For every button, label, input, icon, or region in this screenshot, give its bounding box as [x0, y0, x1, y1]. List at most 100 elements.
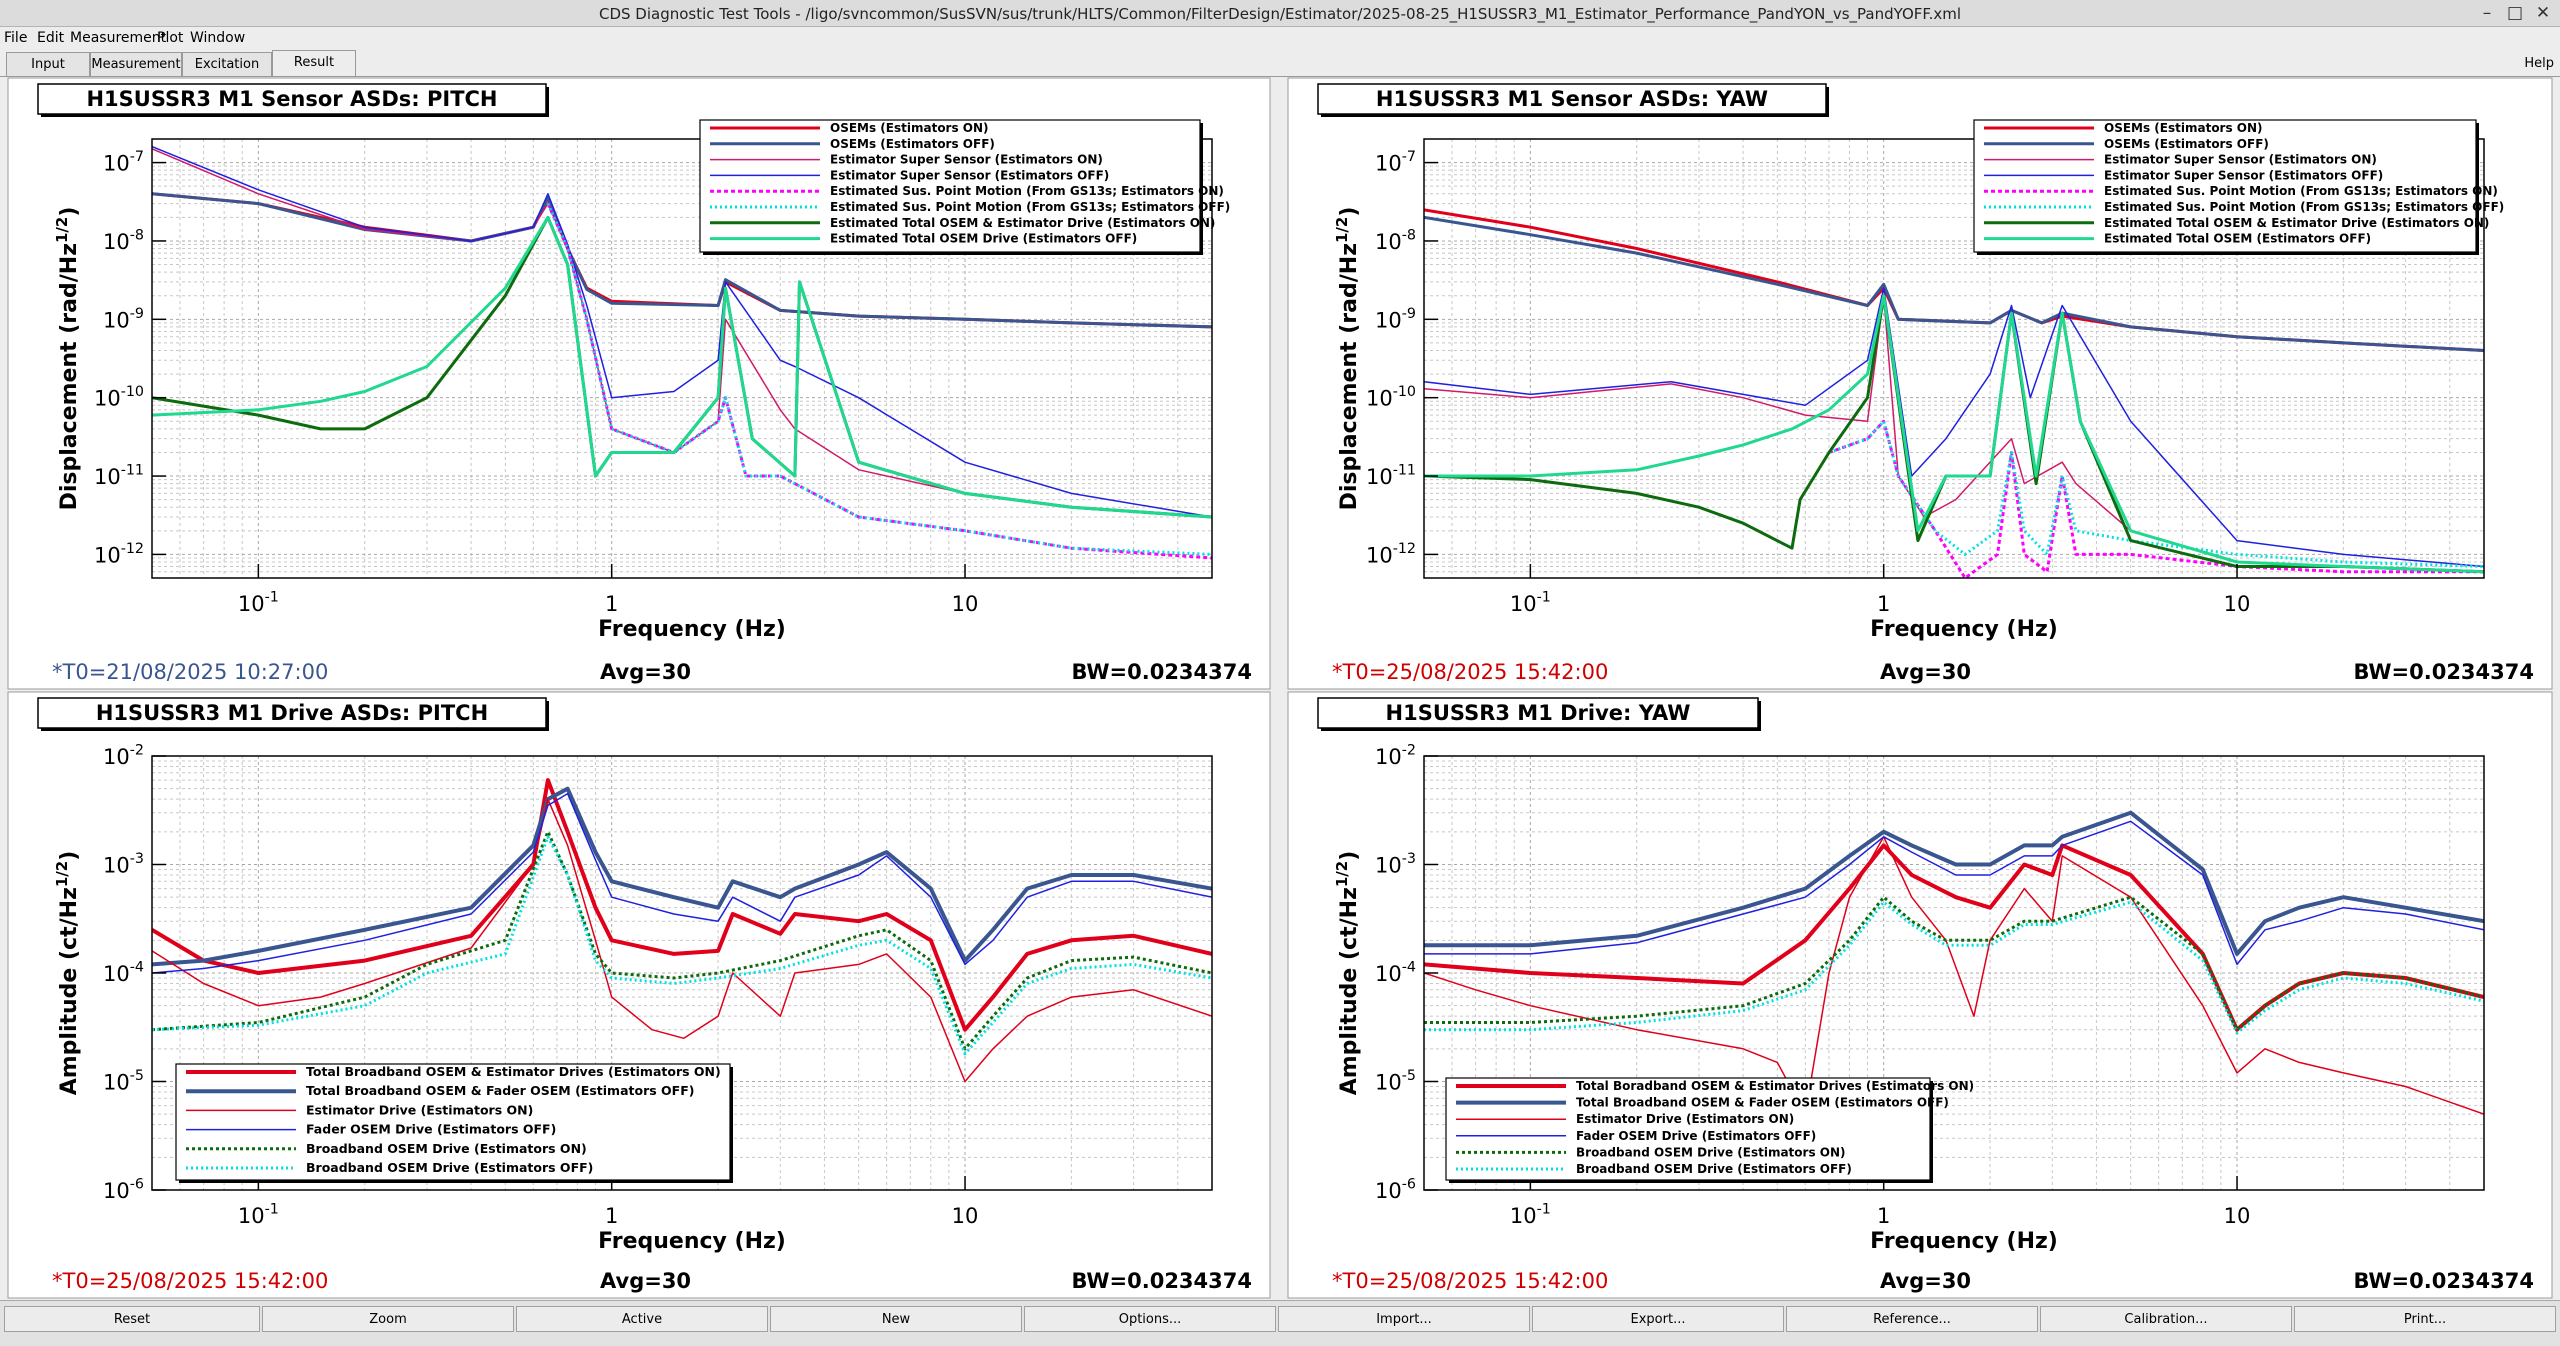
calibration-button[interactable]: Calibration...: [2040, 1306, 2292, 1332]
legend-shadow: [2476, 123, 2479, 255]
legend-entry-1: OSEMs (Estimators ON): [2104, 121, 2263, 135]
reference-button[interactable]: Reference...: [1786, 1306, 2038, 1332]
y-tick-label: 10-12: [94, 541, 144, 567]
status-avg: Avg=30: [600, 1269, 691, 1293]
series-line-6: [1424, 900, 2484, 1035]
maximize-icon[interactable]: □: [2506, 3, 2524, 23]
status-bw: BW=0.0234374: [2354, 660, 2535, 684]
chart-title-text: H1SUSSR3 M1 Sensor ASDs: YAW: [1376, 87, 1768, 111]
y-tick-label: 10-11: [1366, 463, 1416, 489]
legend-shadow: [179, 1180, 733, 1183]
options-button[interactable]: Options...: [1024, 1306, 1276, 1332]
legend-entry-5: Broadband OSEM Drive (Estimators ON): [1576, 1145, 1846, 1159]
status-t0: *T0=25/08/2025 15:42:00: [1332, 660, 1608, 684]
minimize-icon[interactable]: –: [2482, 3, 2492, 23]
legend: Total Boradband OSEM & Estimator Drives …: [1445, 1077, 1974, 1183]
legend-entry-3: Estimator Super Sensor (Estimators ON): [2104, 153, 2377, 167]
chart-panel-3: H1SUSSR3 M1 Drive ASDs: PITCH 10-1 1 10 10-6…: [7, 691, 1271, 1299]
reset-button[interactable]: Reset: [4, 1306, 260, 1332]
tab-excitation[interactable]: Excitation: [182, 52, 272, 76]
zoom-button[interactable]: Zoom: [262, 1306, 514, 1332]
series-group: [152, 145, 1212, 560]
series-line-1: [1424, 843, 2484, 1032]
series-line-5: [1828, 419, 2484, 578]
legend-entry-5: Estimated Sus. Point Motion (From GS13s;…: [2104, 184, 2498, 198]
legend: OSEMs (Estimators ON) OSEMs (Estimators O…: [1973, 119, 2504, 255]
tab-input[interactable]: Input: [6, 52, 90, 76]
y-tick-label: 10-4: [1375, 960, 1416, 986]
y-tick-label: 10-5: [103, 1068, 144, 1094]
series-line-8: [152, 215, 1212, 519]
legend-entry-6: Broadband OSEM Drive (Estimators OFF): [306, 1160, 593, 1175]
menu-window[interactable]: Window: [190, 30, 246, 46]
menu-plot[interactable]: Plot: [157, 30, 184, 46]
series-line-6: [546, 202, 1212, 556]
chart-title: H1SUSSR3 M1 Drive: YAW: [1317, 697, 1761, 731]
y-tick-label: 10-2: [103, 743, 144, 769]
new-button[interactable]: New: [770, 1306, 1022, 1332]
legend-shadow: [730, 1067, 733, 1183]
series-line-2: [152, 786, 1212, 967]
legend-entry-5: Estimated Sus. Point Motion (From GS13s;…: [830, 184, 1224, 198]
x-tick-label: 1: [1877, 1204, 1890, 1228]
series-line-3: [152, 798, 1212, 1083]
y-tick-label: 10-6: [1375, 1177, 1416, 1203]
chart-title-shadow: [1758, 701, 1761, 731]
status-bw: BW=0.0234374: [2354, 1269, 2535, 1293]
legend-entry-1: Total Broadband OSEM & Estimator Drives …: [306, 1064, 721, 1079]
x-axis-label: Frequency (Hz): [1870, 617, 2058, 642]
legend-entry-7: Estimated Total OSEM & Estimator Drive (…: [2104, 216, 2489, 230]
menu-edit[interactable]: Edit: [37, 30, 65, 46]
tab-measurement[interactable]: Measurement: [90, 52, 182, 76]
legend-entry-2: Total Broadband OSEM & Fader OSEM (Estim…: [1576, 1096, 1949, 1110]
y-tick-label: 10-10: [94, 384, 144, 410]
menu-help[interactable]: Help: [2524, 56, 2554, 71]
chart-title: H1SUSSR3 M1 Sensor ASDs: PITCH: [37, 83, 549, 117]
x-tick-label: 10: [2224, 592, 2251, 616]
tab-result[interactable]: Result: [272, 50, 356, 76]
y-tick-label: 10-10: [1366, 384, 1416, 410]
legend-entry-3: Estimator Drive (Estimators ON): [306, 1102, 533, 1117]
chart-title: H1SUSSR3 M1 Sensor ASDs: YAW: [1317, 83, 1829, 117]
status-avg: Avg=30: [600, 660, 691, 684]
legend-entry-2: Total Broadband OSEM & Fader OSEM (Estim…: [306, 1083, 694, 1098]
close-icon[interactable]: ✕: [2535, 3, 2551, 23]
print-button[interactable]: Print...: [2294, 1306, 2556, 1332]
series-line-4: [1424, 287, 2484, 568]
legend-box: [699, 119, 1201, 253]
menu-measurement[interactable]: Measurement: [70, 30, 167, 46]
tab-bar: Input Measurement Excitation Result Help: [0, 50, 2560, 77]
legend-entry-7: Estimated Total OSEM & Estimator Drive (…: [830, 216, 1215, 230]
legend-shadow: [1930, 1081, 1933, 1183]
menu-file[interactable]: File: [4, 30, 28, 46]
y-tick-label: 10-9: [1375, 306, 1416, 332]
y-axis-label: Displacement (rad/Hz1/2): [1333, 207, 1362, 511]
import-button[interactable]: Import...: [1278, 1306, 1530, 1332]
legend-shadow: [703, 252, 1203, 255]
status-t0: *T0=25/08/2025 15:42:00: [1332, 1269, 1608, 1293]
legend-shadow: [1449, 1180, 1933, 1183]
status-avg: Avg=30: [1880, 660, 1971, 684]
panel-background: [1287, 691, 2553, 1299]
y-tick-label: 10-7: [103, 149, 144, 175]
plot-frame: [1423, 138, 2485, 579]
y-tick-label: 10-3: [103, 851, 144, 877]
window-titlebar: CDS Diagnostic Test Tools - /ligo/svncom…: [0, 0, 2560, 27]
x-tick-label: 1: [605, 592, 618, 616]
x-tick-label: 10: [2224, 1204, 2251, 1228]
x-tick-label: 1: [605, 1204, 618, 1228]
y-tick-label: 10-4: [103, 960, 144, 986]
button-bar: Reset Zoom Active New Options... Import.…: [0, 1300, 2560, 1346]
chart-title-shadow: [1826, 87, 1829, 117]
legend-entry-4: Fader OSEM Drive (Estimators OFF): [1576, 1129, 1816, 1143]
y-tick-label: 10-3: [1375, 851, 1416, 877]
chart-title-text: H1SUSSR3 M1 Drive ASDs: PITCH: [96, 701, 488, 725]
active-button[interactable]: Active: [516, 1306, 768, 1332]
series-line-1: [152, 778, 1212, 1032]
export-button[interactable]: Export...: [1532, 1306, 1784, 1332]
status-t0: *T0=21/08/2025 10:27:00: [52, 660, 328, 684]
series-line-6: [152, 835, 1212, 1056]
x-tick-label: 10-1: [1510, 590, 1551, 616]
